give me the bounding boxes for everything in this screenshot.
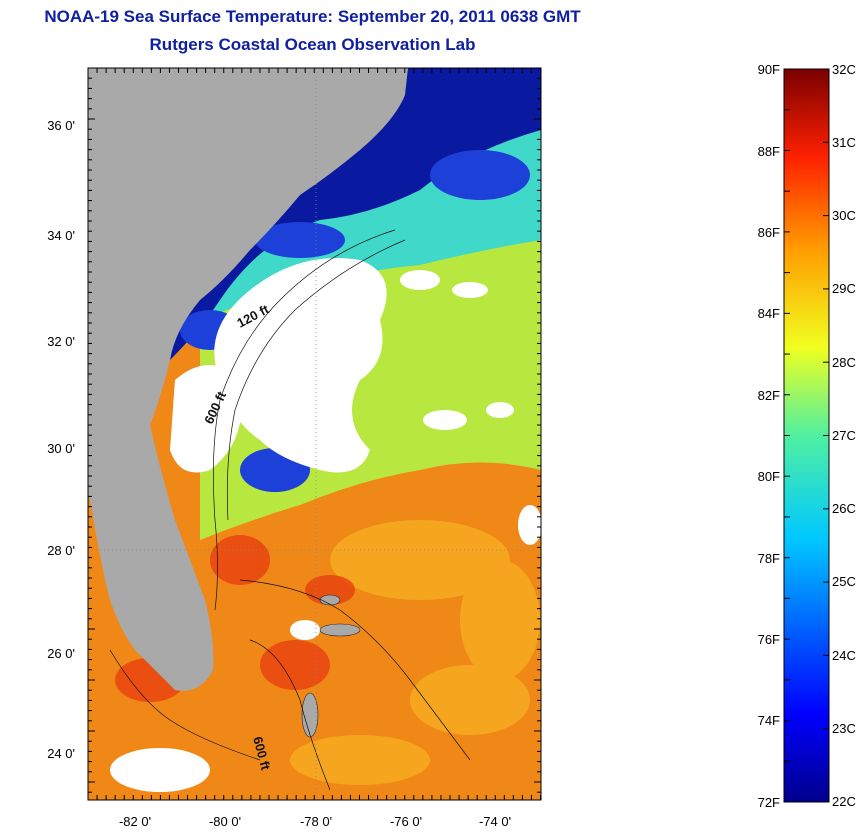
colorbar-c-label: 28C: [832, 355, 856, 370]
warm-mottling: [290, 520, 540, 785]
islands: [301, 594, 361, 738]
colorbar-celsius-labels: 32C 31C 30C 29C 28C 27C 26C 25C 24C 23C …: [832, 62, 856, 809]
colorbar-f-label: 72F: [758, 795, 780, 810]
sst-map: [88, 68, 541, 800]
colorbar-c-label: 30C: [832, 208, 856, 223]
colorbar-c-label: 26C: [832, 501, 856, 516]
colorbar-c-label: 25C: [832, 574, 856, 589]
latitude-axis: 24 0' 26 0' 28 0' 30 0' 32 0' 34 0' 36 0…: [47, 118, 75, 761]
colorbar-f-label: 82F: [758, 388, 780, 403]
map-title: NOAA-19 Sea Surface Temperature: Septemb…: [44, 7, 581, 26]
colorbar-fahrenheit-labels: 90F 88F 86F 84F 82F 80F 78F 76F 74F 72F: [758, 62, 780, 810]
colorbar-c-label: 22C: [832, 794, 856, 809]
map-subtitle: Rutgers Coastal Ocean Observation Lab: [149, 35, 476, 54]
lat-label: 24 0': [47, 746, 75, 761]
lon-label: -78 0': [300, 814, 332, 829]
colorbar-c-label: 32C: [832, 62, 856, 77]
colorbar-f-label: 86F: [758, 225, 780, 240]
colorbar-f-label: 76F: [758, 632, 780, 647]
colorbar-f-label: 90F: [758, 62, 780, 77]
lon-label: -74 0': [479, 814, 511, 829]
colorbar-c-label: 24C: [832, 648, 856, 663]
lat-label: 30 0': [47, 441, 75, 456]
lat-label: 28 0': [47, 543, 75, 558]
lat-label: 36 0': [47, 118, 75, 133]
colorbar-f-label: 78F: [758, 551, 780, 566]
lon-label: -80 0': [209, 814, 241, 829]
land-mass: [88, 68, 408, 691]
colorbar-c-label: 29C: [832, 281, 856, 296]
map-ticks: [87, 67, 541, 800]
colorbar-c-label: 31C: [832, 135, 856, 150]
colorbar-ticks: [784, 68, 829, 803]
isobath-contours: [109, 229, 471, 791]
colorbar-f-label: 74F: [758, 713, 780, 728]
longitude-axis: -82 0' -80 0' -78 0' -76 0' -74 0': [119, 814, 511, 829]
colorbar-f-label: 80F: [758, 469, 780, 484]
lat-label: 26 0': [47, 646, 75, 661]
cloud-cover: [110, 258, 541, 792]
lon-label: -82 0': [119, 814, 151, 829]
lat-label: 34 0': [47, 228, 75, 243]
colorbar-f-label: 88F: [758, 144, 780, 159]
colorbar-c-label: 23C: [832, 721, 856, 736]
lon-label: -76 0': [390, 814, 422, 829]
lat-label: 32 0': [47, 334, 75, 349]
colorbar-f-label: 84F: [758, 306, 780, 321]
colorbar-c-label: 27C: [832, 428, 856, 443]
colorbar: [783, 68, 830, 803]
